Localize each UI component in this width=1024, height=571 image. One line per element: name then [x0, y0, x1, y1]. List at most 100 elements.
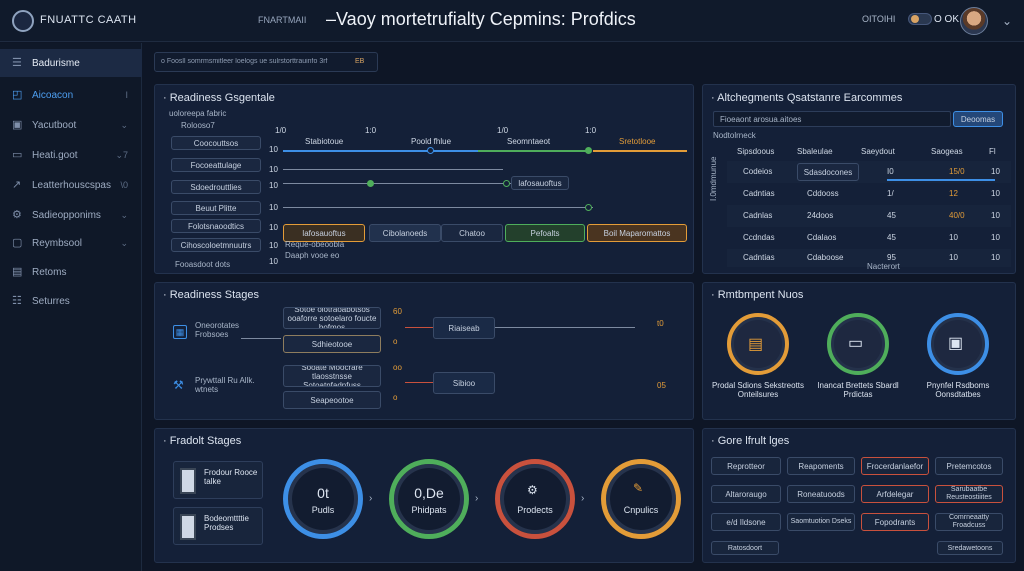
- cell: Cadntias: [743, 253, 775, 262]
- panel-subtitle: uoloreepa fabric: [169, 109, 227, 118]
- timeline-tag[interactable]: lafosauoftus: [511, 176, 569, 190]
- action-button[interactable]: Frocerdanlaefor: [861, 457, 929, 475]
- action-button[interactable]: Sarubaatbe Reusteostiiites: [935, 485, 1003, 503]
- sidebar-item-aicoacon[interactable]: ◰ Aicoacon I: [0, 81, 142, 109]
- timeline-tag[interactable]: Cibolanoeds: [369, 224, 441, 242]
- stage-label: Prywttall Ru Allk. wtnets: [195, 376, 255, 394]
- action-button[interactable]: Reprotteor: [711, 457, 781, 475]
- sidebar-item-sadieopponims[interactable]: ⚙ Sadieopponims ⌄: [0, 201, 142, 229]
- cell: Cddooss: [807, 189, 839, 198]
- action-button[interactable]: Reapoments: [787, 457, 855, 475]
- search-bar[interactable]: o Foosll somrmsmitleer loelogs ue sulrst…: [154, 52, 378, 72]
- sidebar-item-yacutboot[interactable]: ▣ Yacutboot ⌄: [0, 111, 142, 139]
- filter-input[interactable]: Fioeaont arosua.aitoes: [713, 111, 951, 127]
- action-button[interactable]: Roneatuoods: [787, 485, 855, 503]
- row-bar: [887, 179, 995, 181]
- footer-button[interactable]: Ratosdoort: [711, 541, 779, 555]
- stage-node[interactable]: Riaiseab: [433, 317, 495, 339]
- chevron-icon: ⌄: [120, 209, 128, 220]
- action-button[interactable]: Fopodrants: [861, 513, 929, 531]
- stage-box[interactable]: Sooate Moocrare tlaosstnsse Sotoatnfadnf…: [283, 365, 381, 387]
- search-tag: EB: [355, 58, 365, 65]
- stage-box[interactable]: Seapeootoe: [283, 391, 381, 409]
- timeline-line: [283, 169, 503, 170]
- stage-ring[interactable]: [601, 459, 681, 539]
- timeline-line: [283, 183, 513, 184]
- action-button[interactable]: Saomtuotion Dseks: [787, 513, 855, 531]
- stage-box[interactable]: Sdhieotooe: [283, 335, 381, 353]
- sidebar-item-label: Aicoacon: [32, 89, 74, 101]
- stage-node[interactable]: Sibioo: [433, 372, 495, 394]
- ring-label: Pudls: [311, 505, 335, 515]
- sidebar-item-reymbsool[interactable]: ▢ Reymbsool ⌄: [0, 229, 142, 257]
- sidebar-item-retoms[interactable]: ▤ Retoms: [0, 258, 142, 286]
- sidebar-item-heati[interactable]: ▭ Heati.goot ⌄7: [0, 141, 142, 169]
- action-button[interactable]: Pretemcotos: [935, 457, 1003, 475]
- action-button[interactable]: Comrneaatty Froadcuss: [935, 513, 1003, 531]
- avatar[interactable]: [960, 7, 988, 35]
- table-row[interactable]: Cadntias Cdaboose 95 10 10: [727, 249, 1011, 267]
- sidebar-item-badurisme[interactable]: ☰ Badurisme: [0, 49, 142, 77]
- table-row[interactable]: Cadntias Cddooss 1/ 12 10: [727, 183, 1011, 205]
- table-header: Saeydout: [861, 147, 895, 156]
- footer-button[interactable]: Sredawetoons: [937, 541, 1003, 555]
- filter-value: Fioeaont arosua.aitoes: [720, 115, 802, 124]
- stage-ring[interactable]: [495, 459, 575, 539]
- timeline-tag[interactable]: Pefoalts: [505, 224, 585, 242]
- stage-ring[interactable]: [389, 459, 469, 539]
- status-ring[interactable]: [927, 313, 989, 375]
- stage-mark: o: [393, 337, 398, 346]
- timeline-tag[interactable]: Chatoo: [441, 224, 503, 242]
- action-button[interactable]: Arfdelegar: [861, 485, 929, 503]
- timeline-tag[interactable]: Boil Maparomattos: [587, 224, 687, 242]
- ring-label: Cnpulics: [623, 505, 659, 515]
- table-row[interactable]: Ccdndas Cdalaos 45 10 10: [727, 227, 1011, 249]
- page-title: –Vaoy mortetrufialty Cepmins: Profdics: [326, 9, 636, 29]
- milestone-dot[interactable]: [585, 204, 592, 211]
- table-header: Saogeas: [931, 147, 963, 156]
- milestone-dot[interactable]: [367, 180, 374, 187]
- row-label: Sdoedrouttlies: [171, 180, 261, 194]
- cell: 12: [949, 189, 958, 198]
- sidebar-item-seturres[interactable]: ☷ Seturres: [0, 287, 142, 315]
- stage-card[interactable]: Frodour Rooce talke: [173, 461, 263, 499]
- milestone-dot[interactable]: [503, 180, 510, 187]
- table-row[interactable]: Codeios Sdasdocones I0 15/0 10: [727, 161, 1011, 183]
- card-label: Bodeomttttie Prodses: [204, 514, 249, 532]
- cell: 95: [887, 253, 896, 262]
- sliders-icon: ☷: [12, 295, 22, 307]
- cell: 15/0: [949, 167, 965, 176]
- action-button[interactable]: Altaroraugo: [711, 485, 781, 503]
- connector: [241, 338, 281, 339]
- row-label: Coocouttsos: [171, 136, 261, 150]
- milestone-dot[interactable]: [585, 147, 592, 154]
- search-input[interactable]: o Foosll somrmsmitleer loelogs ue sulrst…: [161, 58, 328, 65]
- sidebar-item-label: Seturres: [32, 295, 70, 307]
- status-ring[interactable]: [827, 313, 889, 375]
- book-icon: ▣: [12, 119, 23, 131]
- timeline-tag[interactable]: lafosauoftus: [283, 224, 365, 242]
- cell: 10: [991, 211, 1000, 220]
- chat-icon: ▭: [12, 149, 23, 161]
- brand-name: FNUATTC CAATH: [40, 14, 137, 26]
- panel-title-text: Gore lfrult lges: [717, 435, 790, 447]
- panel-title: · Altchegments Qsatstanre Earcommes: [711, 92, 903, 104]
- row-mark: 10: [269, 241, 278, 250]
- breadcrumb[interactable]: FNARTMAII: [258, 15, 307, 25]
- sidebar-item-label: Yacutboot: [32, 119, 77, 131]
- stage-card[interactable]: Bodeomttttie Prodses: [173, 507, 263, 545]
- tick-label: 1:0: [585, 126, 597, 135]
- stage-ring[interactable]: [283, 459, 363, 539]
- status-ring[interactable]: [727, 313, 789, 375]
- table-row[interactable]: Cadnlas 24doos 45 40/0 10: [727, 205, 1011, 227]
- toggle-icon[interactable]: [908, 13, 932, 25]
- retirement-panel: · Rmtbmpent Nuos ▤ Prodal Sdions Sekstre…: [702, 282, 1016, 420]
- cell: 10: [949, 233, 958, 242]
- filter-button[interactable]: Deoomas: [953, 111, 1003, 127]
- milestone-dot[interactable]: [427, 147, 434, 154]
- action-button[interactable]: e/d Ildsone: [711, 513, 781, 531]
- y-axis-label: I.0mdmunue: [709, 156, 718, 201]
- stage-box[interactable]: Sotoe olotraoabotsos ooaforre sotoelaro …: [283, 307, 381, 329]
- sidebar-item-leatterhous[interactable]: ↗ Leatterhouscspas \0: [0, 171, 142, 199]
- chevron-down-icon[interactable]: ⌄: [1002, 14, 1013, 28]
